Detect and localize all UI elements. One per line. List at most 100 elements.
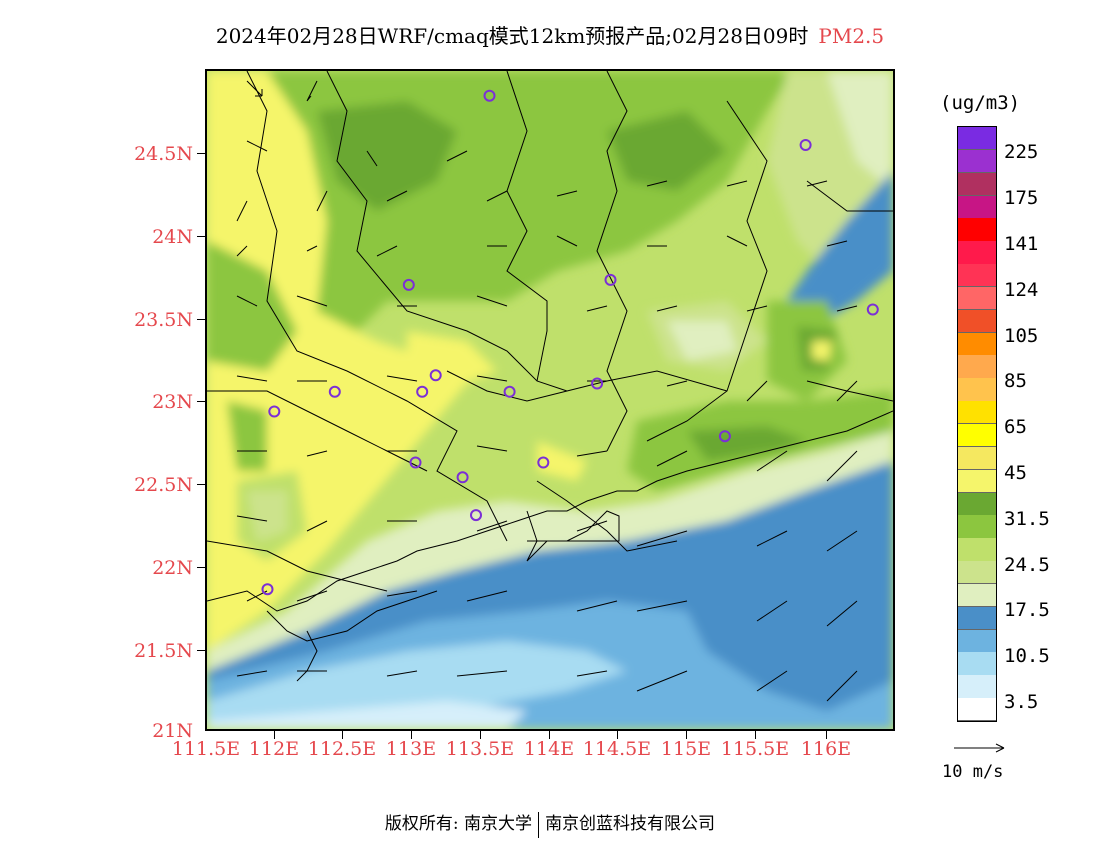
station-marker bbox=[591, 377, 604, 390]
legend-swatch bbox=[958, 378, 996, 402]
lon-label-113.5: 113.5E bbox=[445, 738, 515, 760]
legend-label: 24.5 bbox=[1004, 554, 1050, 576]
legend-label: 17.5 bbox=[1004, 599, 1050, 621]
lat-label-23.5: 23.5N bbox=[134, 309, 193, 331]
station-marker bbox=[328, 385, 341, 398]
footer-separator bbox=[538, 811, 540, 838]
station-marker bbox=[261, 583, 274, 596]
map-title: 2024年02月28日WRF/cmaq模式12km预报产品;02月28日09时 P… bbox=[0, 20, 1100, 49]
lat-tick bbox=[197, 401, 205, 402]
lon-tick bbox=[274, 731, 275, 739]
station-marker bbox=[866, 303, 879, 316]
legend-label: 65 bbox=[1004, 416, 1027, 438]
legend-label: 225 bbox=[1004, 141, 1039, 163]
legend-label: 31.5 bbox=[1004, 508, 1050, 530]
concentration-field bbox=[207, 71, 893, 729]
lon-label-115: 115E bbox=[660, 738, 712, 760]
lat-tick bbox=[197, 650, 205, 651]
legend-swatch bbox=[958, 332, 996, 356]
legend-label: 85 bbox=[1004, 370, 1027, 392]
station-marker bbox=[402, 278, 415, 291]
lon-label-114.5: 114.5E bbox=[582, 738, 652, 760]
legend-label: 45 bbox=[1004, 462, 1027, 484]
station-marker bbox=[503, 385, 516, 398]
lon-tick bbox=[826, 731, 827, 739]
station-marker bbox=[470, 509, 482, 522]
pm25-forecast-map[interactable] bbox=[205, 69, 895, 731]
station-marker bbox=[799, 139, 812, 151]
title-variable: PM2.5 bbox=[818, 24, 885, 48]
lat-tick bbox=[197, 567, 205, 568]
lon-label-112.5: 112.5E bbox=[307, 738, 377, 760]
station-marker bbox=[537, 456, 550, 469]
legend-swatch bbox=[958, 675, 996, 699]
legend-swatch bbox=[958, 606, 996, 631]
station-marker bbox=[604, 273, 617, 286]
lon-tick bbox=[549, 731, 550, 739]
legend-swatch bbox=[958, 172, 996, 197]
lat-label-24.5: 24.5N bbox=[134, 143, 193, 165]
legend-swatch bbox=[958, 446, 996, 471]
legend-label: 3.5 bbox=[1004, 691, 1039, 713]
map-canvas bbox=[207, 71, 893, 729]
station-marker bbox=[268, 405, 281, 418]
wind-reference-label: 10 m/s bbox=[942, 762, 1004, 782]
lon-tick bbox=[686, 731, 687, 739]
lon-tick bbox=[411, 731, 412, 739]
wind-reference-arrow-icon bbox=[954, 743, 1005, 753]
legend-swatch bbox=[958, 264, 996, 288]
legend-swatch bbox=[958, 309, 996, 334]
monitoring-stations bbox=[261, 89, 879, 596]
legend-swatch bbox=[958, 195, 996, 219]
legend-swatch bbox=[958, 286, 996, 311]
lon-label-113: 113E bbox=[385, 738, 437, 760]
legend-swatch bbox=[958, 469, 996, 494]
legend-swatch bbox=[958, 515, 996, 539]
legend-swatch bbox=[958, 698, 996, 722]
lat-tick bbox=[197, 236, 205, 237]
legend-swatch bbox=[958, 583, 996, 608]
lat-tick bbox=[197, 484, 205, 485]
copyright-footer: 版权所有: 南京大学 南京创蓝科技有限公司 bbox=[0, 809, 1100, 838]
station-marker bbox=[429, 369, 442, 382]
legend-label: 124 bbox=[1004, 279, 1039, 301]
legend-swatch bbox=[958, 149, 996, 174]
lat-label-21.5: 21.5N bbox=[134, 640, 193, 662]
legend-unit: (ug/m3) bbox=[940, 92, 1021, 114]
footer-left: 版权所有: 南京大学 bbox=[384, 814, 533, 834]
lon-tick bbox=[755, 731, 756, 739]
legend-label: 10.5 bbox=[1004, 645, 1050, 667]
wind-vectors bbox=[236, 80, 858, 702]
color-legend bbox=[957, 126, 997, 722]
station-marker bbox=[416, 385, 429, 398]
lon-tick bbox=[480, 731, 481, 739]
wind-reference: 10 m/s bbox=[942, 743, 1005, 782]
station-marker bbox=[409, 456, 422, 469]
legend-swatch bbox=[958, 401, 996, 425]
legend-swatch bbox=[958, 492, 996, 516]
lon-tick bbox=[342, 731, 343, 739]
legend-swatch bbox=[958, 424, 996, 448]
lon-label-114: 114E bbox=[523, 738, 575, 760]
lat-label-21: 21N bbox=[152, 720, 193, 742]
lon-label-116: 116E bbox=[800, 738, 852, 760]
title-text: 2024年02月28日WRF/cmaq模式12km预报产品;02月28日09时 bbox=[215, 24, 809, 48]
lon-tick bbox=[617, 731, 618, 739]
legend-label: 175 bbox=[1004, 187, 1039, 209]
lat-label-24: 24N bbox=[152, 226, 193, 248]
legend-swatch bbox=[958, 127, 996, 151]
lat-label-22: 22N bbox=[152, 557, 193, 579]
legend-swatch bbox=[958, 652, 996, 676]
lat-label-23: 23N bbox=[152, 391, 193, 413]
lat-tick bbox=[197, 153, 205, 154]
lon-label-111.5: 111.5E bbox=[171, 738, 241, 760]
station-marker bbox=[456, 471, 469, 484]
station-marker bbox=[718, 430, 731, 443]
legend-swatch bbox=[958, 241, 996, 265]
footer-right: 南京创蓝科技有限公司 bbox=[545, 814, 716, 834]
legend-swatch bbox=[958, 629, 996, 653]
legend-swatch bbox=[958, 218, 996, 242]
legend-label: 141 bbox=[1004, 233, 1039, 255]
legend-label: 105 bbox=[1004, 325, 1039, 347]
lat-label-22.5: 22.5N bbox=[134, 474, 193, 496]
